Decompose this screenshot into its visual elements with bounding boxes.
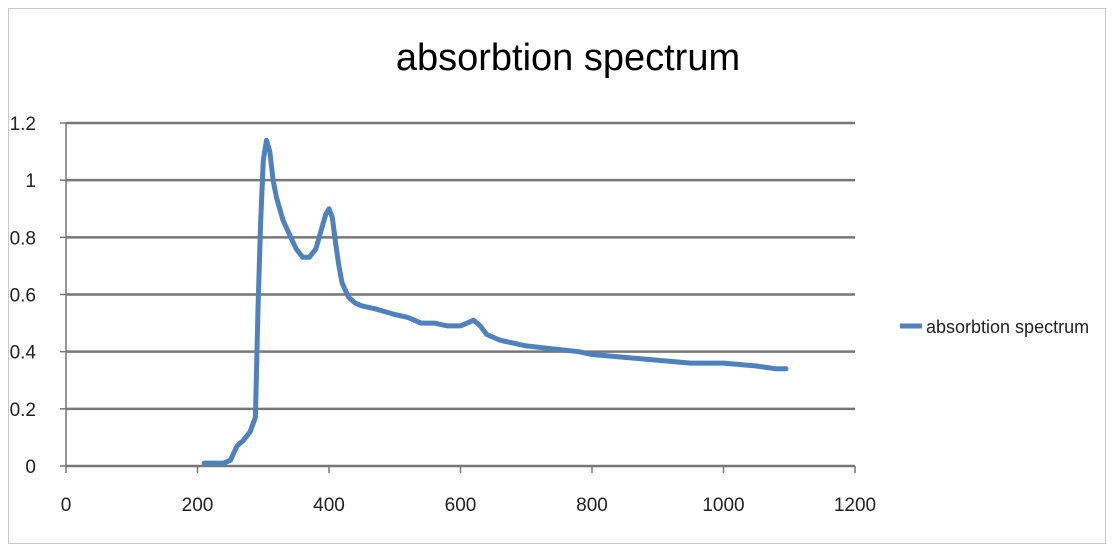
y-tick-label-1: 0.2 [10, 400, 36, 421]
y-tick-label-6: 1.2 [10, 114, 36, 135]
x-tick-label-1: 200 [182, 495, 214, 516]
y-tick-label-0: 0 [25, 457, 36, 478]
x-tick-label-5: 1000 [702, 495, 744, 516]
chart-frame [8, 8, 1106, 544]
x-tick-label-4: 800 [576, 495, 608, 516]
x-tick-label-2: 400 [313, 495, 345, 516]
legend-label: absorbtion spectrum [926, 317, 1089, 337]
legend: absorbtion spectrum [900, 317, 1089, 337]
x-tick-label-3: 600 [445, 495, 477, 516]
x-tick-label-6: 1200 [834, 495, 876, 516]
y-tick-label-2: 0.4 [10, 343, 37, 364]
x-tick-label-0: 0 [61, 495, 72, 516]
series-line-0 [201, 137, 789, 466]
gridlines [66, 121, 855, 411]
chart-title: absorbtion spectrum [396, 37, 740, 79]
y-tick-label-5: 1 [25, 171, 36, 192]
series-layer [201, 137, 789, 466]
y-tick-label-4: 0.8 [10, 228, 36, 249]
axes: 0 0.2 0.4 0.6 0.8 1 1.2 0 200 400 600 800 1000 1200 [10, 114, 877, 516]
y-tick-label-3: 0.6 [10, 286, 36, 307]
